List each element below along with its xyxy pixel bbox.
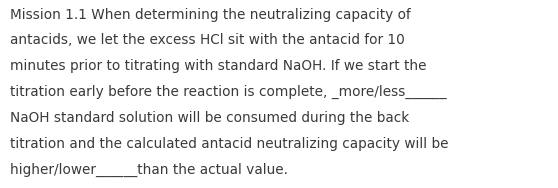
Text: minutes prior to titrating with standard NaOH. If we start the: minutes prior to titrating with standard… — [10, 59, 426, 73]
Text: titration early before the reaction is complete, _more/less______: titration early before the reaction is c… — [10, 85, 446, 99]
Text: NaOH standard solution will be consumed during the back: NaOH standard solution will be consumed … — [10, 111, 410, 125]
Text: antacids, we let the excess HCl sit with the antacid for 10: antacids, we let the excess HCl sit with… — [10, 33, 405, 47]
Text: titration and the calculated antacid neutralizing capacity will be: titration and the calculated antacid neu… — [10, 137, 449, 151]
Text: higher/lower______than the actual value.: higher/lower______than the actual value. — [10, 163, 288, 177]
Text: Mission 1.1 When determining the neutralizing capacity of: Mission 1.1 When determining the neutral… — [10, 8, 411, 21]
